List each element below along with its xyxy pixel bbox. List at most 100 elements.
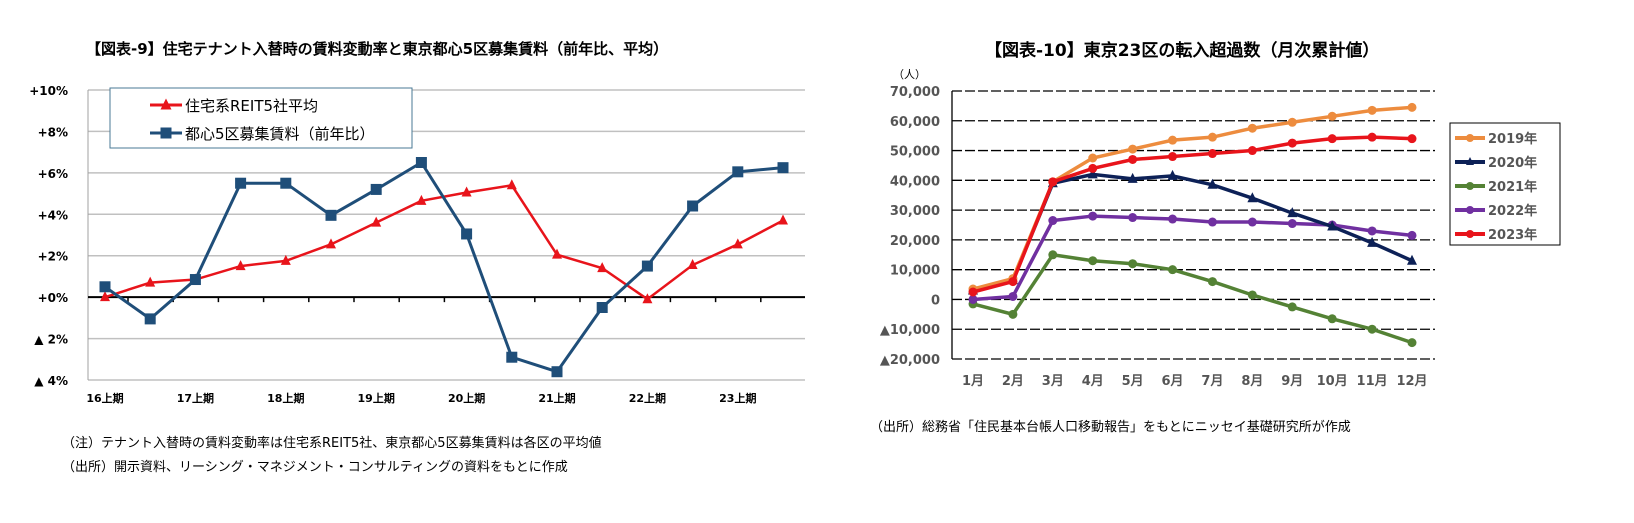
data-point <box>1207 132 1217 142</box>
data-point <box>1128 213 1138 223</box>
series-line <box>972 252 1413 345</box>
data-point <box>1247 146 1257 156</box>
data-point <box>1327 220 1338 231</box>
series-central5-rent <box>99 157 789 378</box>
x-tick-label: 23上期 <box>719 391 756 405</box>
y-tick-label: ▲ 4% <box>34 374 68 388</box>
data-point <box>1367 324 1377 334</box>
data-point <box>99 281 111 293</box>
series-line <box>972 105 1413 291</box>
series-line <box>972 214 1413 302</box>
chart9-title: 【図表-9】住宅テナント入替時の賃料変動率と東京都心5区募集賃料（前年比、平均） <box>86 40 669 58</box>
y-tick-label: 60,000 <box>890 115 940 130</box>
series-line <box>104 160 784 374</box>
x-tick-label: 16上期 <box>86 391 123 405</box>
x-tick-label: 11月 <box>1357 374 1388 389</box>
legend-label: 住宅系REIT5社平均 <box>185 97 318 115</box>
y-tick-label: 10,000 <box>890 264 940 279</box>
data-point <box>1367 132 1377 142</box>
data-point <box>1008 309 1018 319</box>
legend-label: 2022年 <box>1488 203 1537 219</box>
x-tick-label: 17上期 <box>177 391 214 405</box>
data-point <box>1327 314 1337 324</box>
data-point <box>235 177 247 189</box>
x-tick-label: 8月 <box>1241 374 1263 389</box>
data-point <box>416 194 427 205</box>
series-2019年 <box>968 102 1417 294</box>
data-point <box>642 293 653 304</box>
data-point <box>325 209 337 221</box>
data-point <box>326 238 336 249</box>
y-tick-label: +0% <box>38 291 68 305</box>
circle-marker-icon <box>1466 206 1474 214</box>
y-tick-label: 30,000 <box>890 204 940 219</box>
y-tick-label: +4% <box>38 208 68 222</box>
data-point <box>1008 277 1018 287</box>
data-point <box>778 214 788 225</box>
y-tick-label: 50,000 <box>890 145 940 160</box>
data-point <box>1407 338 1417 348</box>
data-point <box>1247 192 1258 203</box>
x-tick-label: 4月 <box>1082 374 1104 389</box>
data-point <box>1247 290 1257 300</box>
chart9-note: （注）テナント入替時の賃料変動率は住宅系REIT5社、東京都心5区募集賃料は各区… <box>62 436 602 451</box>
y-tick-label: 40,000 <box>890 174 940 189</box>
series-2021年 <box>968 250 1417 348</box>
data-point <box>1327 134 1337 144</box>
y-tick-label: 20,000 <box>890 234 940 249</box>
data-point <box>1128 259 1138 269</box>
data-point <box>1128 154 1138 164</box>
legend-box <box>109 87 413 149</box>
data-point <box>506 179 517 190</box>
y-tick-label: ▲10,000 <box>880 323 940 338</box>
data-point <box>415 157 427 168</box>
data-point <box>1168 135 1178 145</box>
chart9-plot: +10% +8% +6% +4% +2% +0% ▲ 2% ▲ 4% 16上期 17上期 18上期 1… <box>29 84 805 405</box>
data-point <box>1367 236 1378 247</box>
legend-label: 2020年 <box>1488 155 1537 171</box>
data-point <box>189 274 201 286</box>
data-point <box>1287 219 1297 229</box>
data-point <box>506 351 518 363</box>
data-point <box>1367 226 1377 236</box>
x-tick-label: 22上期 <box>629 391 666 405</box>
x-tick-label: 9月 <box>1281 374 1303 389</box>
data-point <box>370 183 382 195</box>
data-point <box>1367 105 1377 115</box>
circle-marker-icon <box>1466 134 1474 142</box>
data-point <box>596 302 608 313</box>
data-point <box>1207 217 1217 227</box>
circle-marker-icon <box>1466 182 1474 190</box>
data-point <box>641 260 653 272</box>
data-point <box>968 294 978 304</box>
data-point <box>1247 123 1257 133</box>
triangle-marker-icon <box>160 98 172 110</box>
data-point <box>1287 117 1297 127</box>
data-point <box>280 177 292 189</box>
x-tick-label: 18上期 <box>267 391 304 405</box>
data-point <box>1167 169 1178 180</box>
data-point <box>1048 216 1058 226</box>
x-tick-label: 21上期 <box>538 391 575 405</box>
data-point <box>552 248 562 259</box>
y-tick-label: ▲ 2% <box>34 333 68 347</box>
data-point <box>371 216 382 227</box>
chart10-unit-label: （人） <box>893 68 926 81</box>
x-tick-label: 19上期 <box>358 391 395 405</box>
data-point <box>687 200 699 212</box>
chart10-title: 【図表-10】東京23区の転入超過数（月次累計値） <box>985 41 1380 61</box>
series-line <box>972 135 1413 294</box>
x-tick-label: 6月 <box>1162 374 1184 389</box>
data-point <box>1087 168 1098 179</box>
data-point <box>1127 172 1138 183</box>
data-point <box>1407 254 1417 265</box>
y-tick-label: +2% <box>38 250 68 264</box>
x-tick-label: 3月 <box>1042 374 1064 389</box>
data-point <box>1168 214 1178 224</box>
y-tick-label: +10% <box>29 84 68 98</box>
x-tick-label: 5月 <box>1122 374 1144 389</box>
data-point <box>1287 302 1297 312</box>
legend-label: 都心5区募集賃料（前年比） <box>185 125 375 143</box>
data-point <box>1207 277 1217 287</box>
